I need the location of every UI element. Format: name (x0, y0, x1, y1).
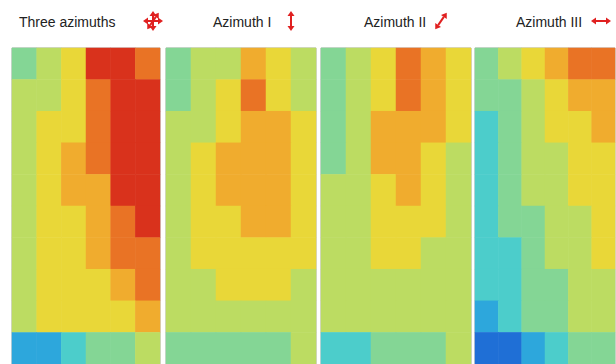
svg-text:Three azimuths: Three azimuths (19, 14, 115, 30)
svg-text:Azimuth II: Azimuth II (364, 14, 426, 30)
svg-text:Azimuth III: Azimuth III (516, 14, 582, 30)
svg-text:Azimuth I: Azimuth I (213, 14, 271, 30)
